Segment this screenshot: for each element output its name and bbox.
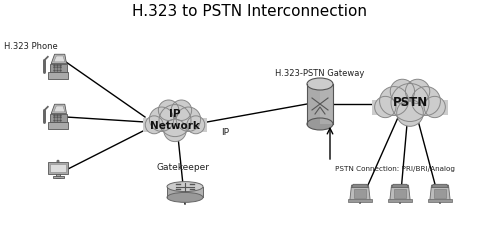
Bar <box>143 118 207 132</box>
Bar <box>394 189 406 198</box>
Circle shape <box>57 160 59 162</box>
Circle shape <box>164 119 186 142</box>
Bar <box>185 186 203 197</box>
Circle shape <box>396 100 423 126</box>
Bar <box>50 64 66 72</box>
Text: H.323 to PSTN Interconnection: H.323 to PSTN Interconnection <box>132 4 368 19</box>
Bar <box>428 199 452 202</box>
Text: PSTN: PSTN <box>392 96 428 109</box>
Circle shape <box>391 83 429 121</box>
Bar <box>50 164 66 172</box>
Text: IP
Network: IP Network <box>150 109 200 131</box>
Bar <box>56 173 59 178</box>
Text: IP: IP <box>221 128 229 137</box>
Polygon shape <box>350 185 370 200</box>
Bar <box>372 100 448 114</box>
Text: H.323 Phone: H.323 Phone <box>4 42 58 51</box>
Circle shape <box>374 96 396 118</box>
Polygon shape <box>390 185 410 200</box>
Polygon shape <box>352 184 368 188</box>
Bar <box>167 186 203 197</box>
Bar <box>48 122 68 129</box>
Bar <box>48 162 68 174</box>
Circle shape <box>158 100 179 120</box>
Circle shape <box>380 86 408 115</box>
Circle shape <box>187 116 205 134</box>
Circle shape <box>424 96 446 118</box>
Polygon shape <box>54 106 65 112</box>
Bar <box>320 84 333 124</box>
Polygon shape <box>432 184 448 188</box>
Polygon shape <box>51 54 66 64</box>
Polygon shape <box>54 56 65 62</box>
Text: Gatekeeper: Gatekeeper <box>156 163 210 172</box>
Bar <box>354 189 366 198</box>
Circle shape <box>390 79 414 104</box>
Ellipse shape <box>307 78 333 90</box>
Text: H.323-PSTN Gateway: H.323-PSTN Gateway <box>276 69 364 78</box>
Bar <box>48 72 68 79</box>
Ellipse shape <box>167 182 203 192</box>
Bar <box>50 114 66 122</box>
Ellipse shape <box>307 118 333 130</box>
Polygon shape <box>392 184 408 188</box>
Bar <box>434 189 446 198</box>
Ellipse shape <box>167 193 203 202</box>
Bar <box>307 84 333 124</box>
Circle shape <box>406 79 430 104</box>
Polygon shape <box>430 185 450 200</box>
Text: PSTN Connection: PRI/BRI/Analog: PSTN Connection: PRI/BRI/Analog <box>335 166 455 172</box>
Circle shape <box>150 107 174 131</box>
Bar <box>348 199 372 202</box>
Circle shape <box>171 100 192 120</box>
Polygon shape <box>51 104 66 114</box>
Circle shape <box>412 86 440 115</box>
Circle shape <box>176 107 201 131</box>
Bar <box>52 176 64 178</box>
Circle shape <box>145 116 163 134</box>
Circle shape <box>159 105 191 137</box>
Bar <box>388 199 412 202</box>
